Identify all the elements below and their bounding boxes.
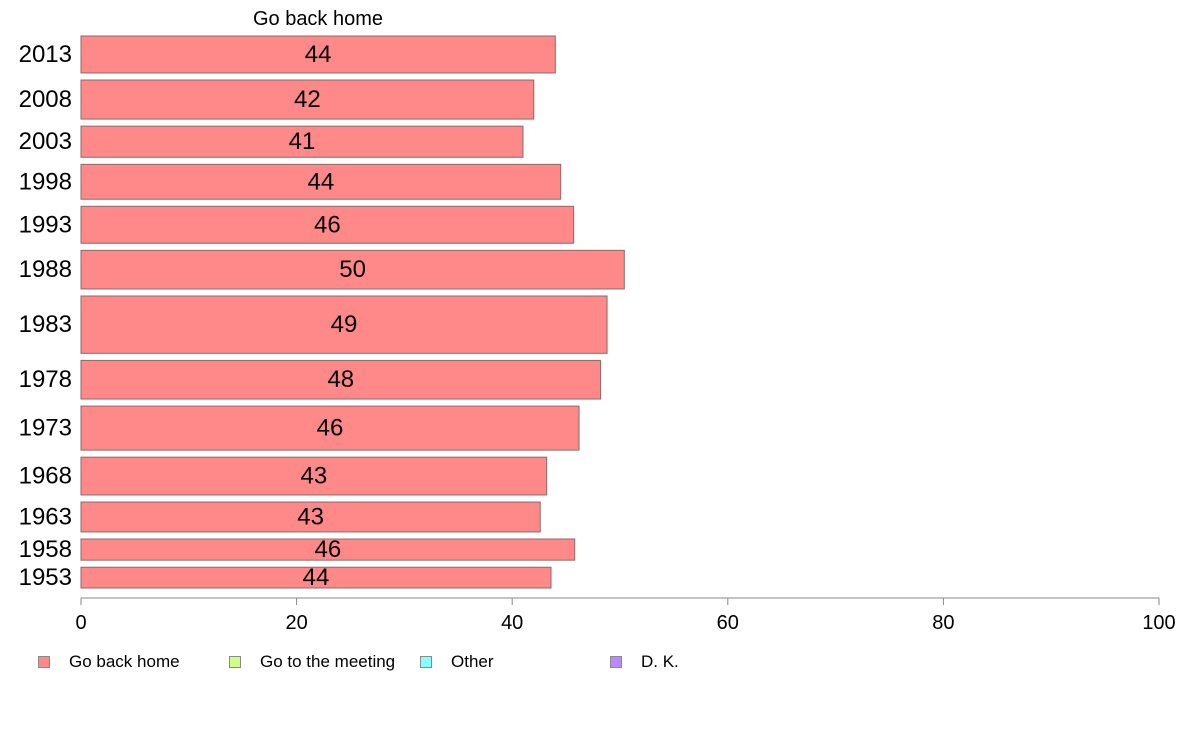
category-label-1973: 1973 (19, 415, 72, 442)
bar-1993 (80, 205, 575, 244)
bar-value-label-1973: 46 (317, 415, 344, 442)
bar-value-label-1968: 43 (300, 463, 327, 490)
bars-group (80, 35, 625, 589)
x-tick-label-60: 60 (717, 612, 739, 634)
bar-1963 (80, 501, 541, 533)
category-label-1983: 1983 (19, 311, 72, 338)
bar-value-label-1958: 46 (315, 536, 342, 563)
category-label-1968: 1968 (19, 463, 72, 490)
bar-value-label-2003: 41 (289, 128, 316, 155)
bar-value-label-1963: 43 (297, 503, 324, 530)
legend-swatch-dk (610, 656, 622, 668)
legend-label-go-to-the-meeting: Go to the meeting (260, 652, 396, 671)
category-label-2013: 2013 (19, 41, 72, 68)
bar-value-label-1988: 50 (339, 256, 366, 283)
category-labels: 2013 2008 2003 1998 1993 1988 1983 1978 1973 1968… (19, 41, 72, 591)
legend-label-other: Other (451, 652, 494, 671)
bar-value-label-2013: 44 (305, 41, 332, 68)
legend-label-go-back-home: Go back home (69, 652, 180, 671)
x-tick-label-0: 0 (75, 612, 86, 634)
legend-swatch-other (420, 656, 432, 668)
category-label-1978: 1978 (19, 366, 72, 393)
bar-1968 (80, 456, 548, 496)
bar-value-label-1993: 46 (314, 211, 341, 238)
x-tick-label-40: 40 (501, 612, 523, 634)
bar-1953 (80, 566, 552, 589)
legend-swatch-go-back-home (38, 656, 50, 668)
bar-2008 (80, 79, 535, 120)
bar-1978 (80, 359, 602, 400)
legend-item-dk: D. K. (610, 651, 679, 673)
x-axis: 0 20 40 60 80 100 (75, 597, 1176, 634)
bar-value-label-1978: 48 (327, 366, 354, 393)
category-label-1993: 1993 (19, 211, 72, 238)
category-label-1988: 1988 (19, 256, 72, 283)
bar-2003 (80, 125, 524, 158)
bar-value-label-1998: 44 (308, 168, 335, 195)
category-label-2003: 2003 (19, 128, 72, 155)
bar-1998 (80, 163, 562, 200)
bar-2013 (80, 35, 556, 74)
category-label-1963: 1963 (19, 503, 72, 530)
legend-item-other: Other (420, 651, 494, 673)
category-label-1958: 1958 (19, 536, 72, 563)
bar-1983 (80, 295, 608, 354)
legend-swatch-go-to-the-meeting (229, 656, 241, 668)
bar-1958 (80, 538, 576, 561)
legend-label-dk: D. K. (641, 652, 679, 671)
category-label-1953: 1953 (19, 564, 72, 591)
x-tick-label-20: 20 (285, 612, 307, 634)
bar-1988 (80, 249, 625, 290)
category-label-2008: 2008 (19, 86, 72, 113)
bar-1973 (80, 405, 580, 451)
category-label-1998: 1998 (19, 168, 72, 195)
bar-value-label-1953: 44 (303, 564, 330, 591)
panel-title: Go back home (253, 8, 383, 30)
x-tick-label-100: 100 (1142, 612, 1175, 634)
legend-item-go-to-the-meeting: Go to the meeting (229, 651, 395, 673)
legend-item-go-back-home: Go back home (38, 651, 180, 673)
bar-value-label-1983: 49 (331, 311, 358, 338)
bar-value-label-2008: 42 (294, 86, 321, 113)
x-tick-label-80: 80 (932, 612, 954, 634)
